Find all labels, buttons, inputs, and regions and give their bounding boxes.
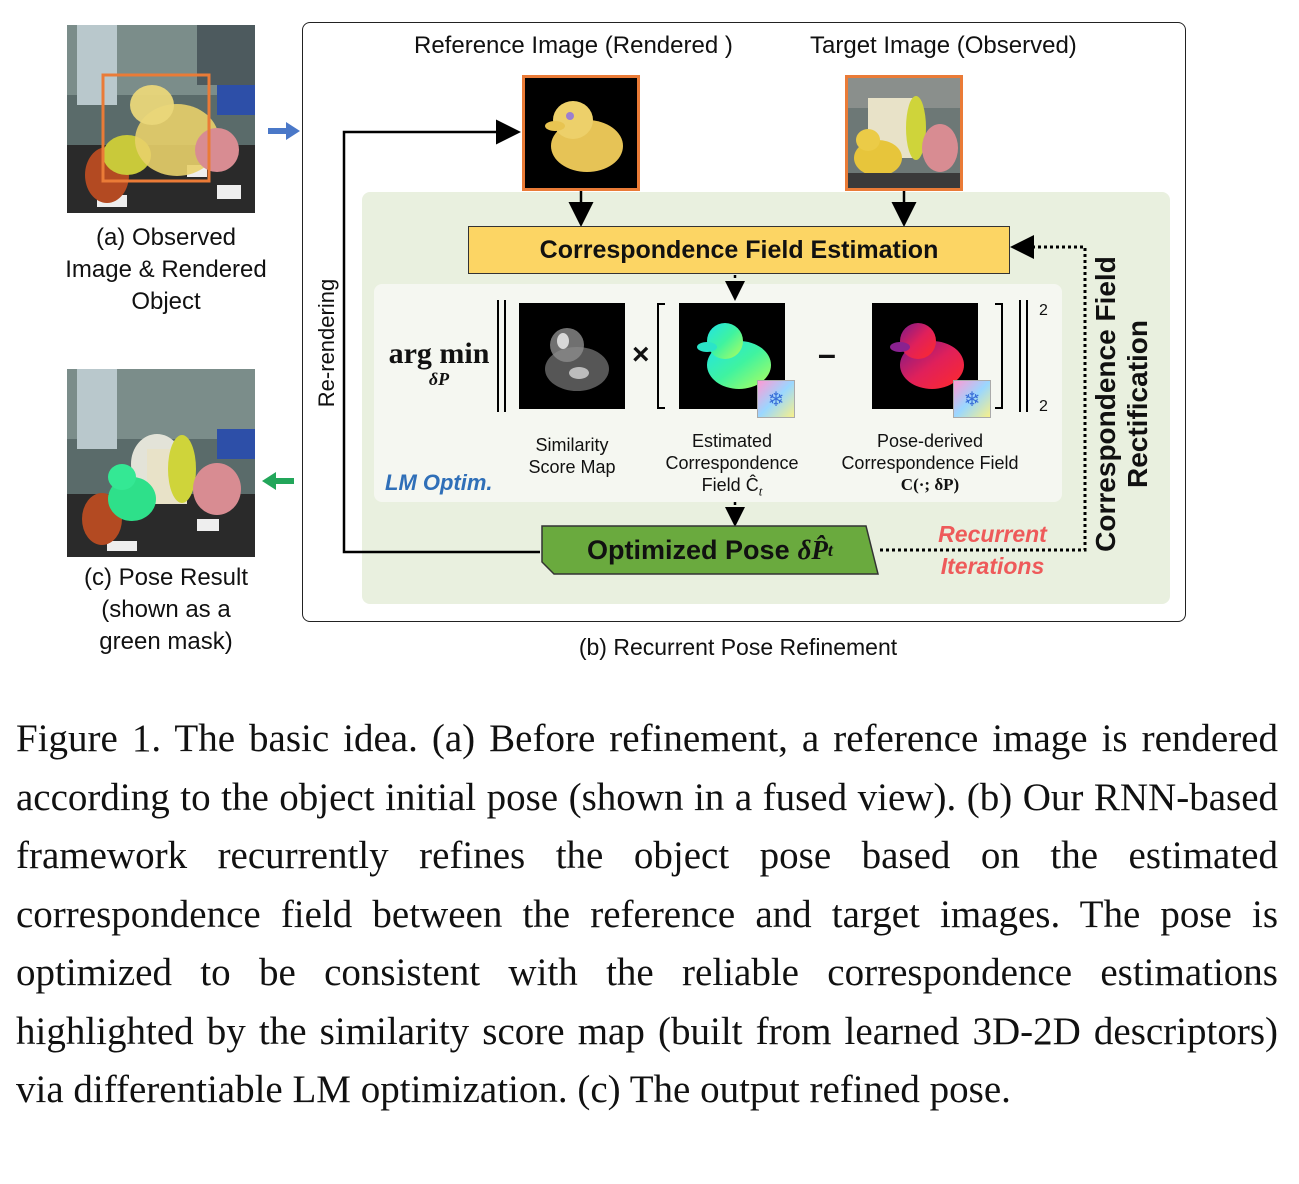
panel-c-caption-line: green mask) (99, 628, 233, 655)
norm-subscript: 2 (1039, 398, 1048, 415)
similarity-map-graphic (519, 303, 625, 409)
panel-a-caption-line: (a) Observed (95, 224, 237, 251)
pose-derived-label-line: Correspondence Field (841, 453, 1019, 473)
rerendering-label: Re-rendering (314, 278, 339, 408)
pose-derived-label: Pose-derived Correspondence Field C(·; δ… (828, 430, 1032, 496)
cfr-label-line: Rectification (1122, 319, 1153, 489)
recurrent-line: Recurrent (938, 521, 1047, 547)
estimated-label-line: Estimated (691, 431, 773, 451)
pose-result-image (67, 369, 255, 557)
panel-c-caption: (c) Pose Result (shown as a green mask) (40, 562, 292, 658)
reference-image-title: Reference Image (Rendered ) (414, 32, 733, 59)
panel-a-caption-line: Image & Rendered (65, 256, 267, 283)
panel-b-caption: (b) Recurrent Pose Refinement (578, 634, 898, 660)
norm-brackets (497, 300, 1028, 412)
estimated-subscript: t (758, 483, 763, 499)
cfr-label-line: Correspondence Field (1090, 256, 1121, 552)
panel-a-caption: (a) Observed Image & Rendered Object (40, 222, 292, 318)
flow-arrows (342, 119, 1087, 554)
recurrent-line: Iterations (940, 553, 1045, 579)
panel-c-caption-line: (c) Pose Result (83, 564, 249, 591)
reference-image (522, 75, 640, 191)
similarity-label-line: Similarity (535, 435, 609, 455)
argmin-sub: δP (428, 369, 450, 389)
observed-image (67, 25, 255, 213)
optimized-pose-box: Optimized Pose δP̂ t (540, 524, 880, 576)
cfr-label: Correspondence Field Rectification (1090, 244, 1154, 564)
similarity-label-line: Score Map (528, 457, 616, 477)
times-symbol: × (632, 338, 650, 371)
snowflake-glyph: ❄ (963, 388, 981, 411)
argmin-expression: arg min δP (380, 337, 498, 389)
estimated-label: Estimated Correspondence Field Ĉt (650, 430, 814, 503)
recurrent-iterations-label: Recurrent Iterations (925, 518, 1060, 582)
estimated-label-line: Correspondence (665, 453, 799, 473)
similarity-score-map (519, 303, 625, 409)
observed-crop-graphic (848, 78, 960, 188)
pose-derived-label-line: C(·; δP) (900, 475, 960, 494)
snowflake-glyph: ❄ (767, 388, 785, 411)
pose-derived-snowflake-icon: ❄ (953, 380, 991, 418)
minus-symbol: – (818, 336, 836, 372)
argmin-main: arg min (388, 337, 490, 370)
recurrent-pose-refinement-panel (302, 22, 1186, 622)
panel-c-caption-line: (shown as a (101, 596, 231, 623)
pose-derived-field-graphic (872, 303, 978, 409)
panel-a-caption-line: Object (131, 288, 201, 315)
pose-result-graphic (67, 369, 255, 557)
optimized-pose-subscript: t (827, 539, 833, 560)
optimized-pose-shape (541, 525, 879, 575)
norm-superscript: 2 (1039, 302, 1048, 319)
target-image-title: Target Image (Observed) (810, 32, 1077, 59)
lm-optim-label: LM Optim. (385, 470, 493, 495)
pose-derived-label-line: Pose-derived (876, 431, 984, 451)
target-image (845, 75, 963, 191)
input-arrow-icon (268, 122, 300, 140)
rendered-duck-graphic (525, 78, 637, 188)
optimized-pose-symbol: δP̂ (797, 534, 828, 565)
similarity-label: Similarity Score Map (510, 434, 634, 478)
observed-scene-graphic (67, 25, 255, 213)
estimated-snowflake-icon: ❄ (757, 380, 795, 418)
output-arrow-icon (262, 472, 294, 490)
estimated-label-line: Field Ĉ (701, 475, 759, 495)
optimized-pose-label: Optimized Pose (587, 534, 790, 565)
figure-caption: Figure 1. The basic idea. (a) Before ref… (16, 717, 1278, 1111)
correspondence-field-estimation-box: Correspondence Field Estimation (468, 226, 1010, 274)
